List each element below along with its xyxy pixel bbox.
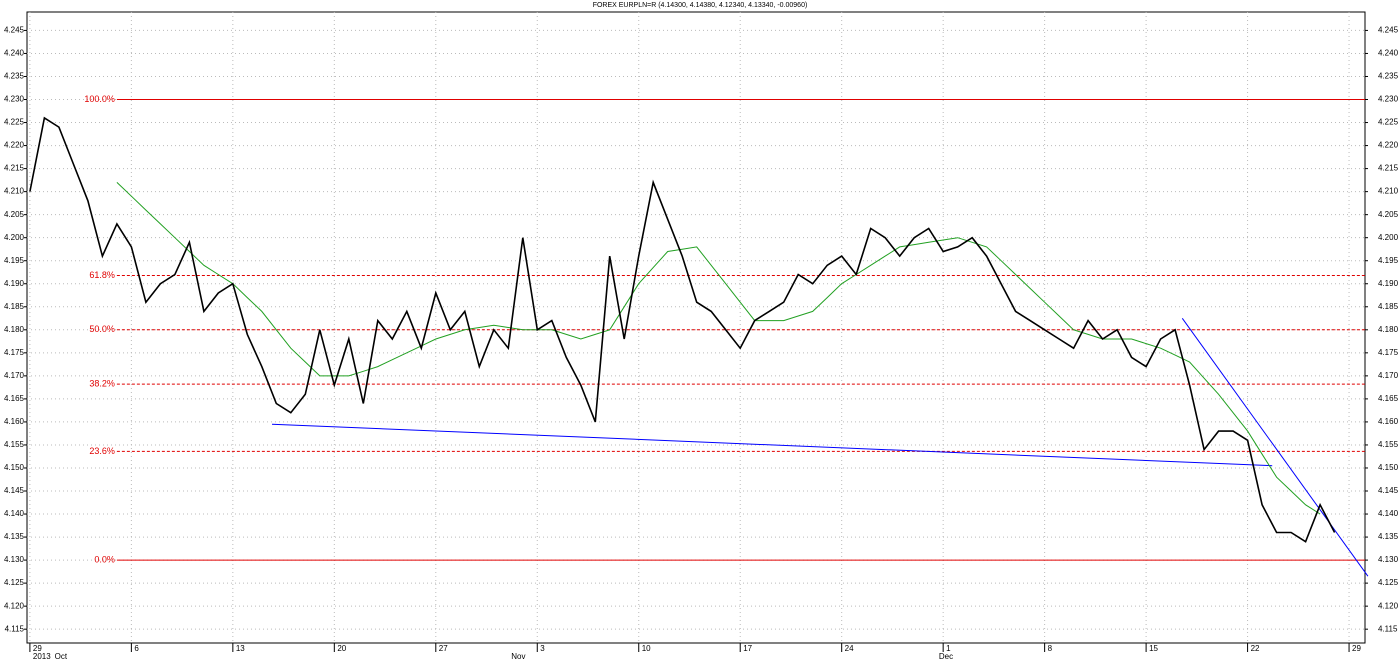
x-tick-label: 15 [1149, 644, 1158, 653]
month-label: Dec [939, 652, 953, 660]
y-tick-label: 4.185 [4, 302, 25, 311]
x-tick-label: 27 [439, 644, 448, 653]
y2-tick-label: 4.235 [1378, 72, 1399, 81]
x-tick-label: 3 [540, 644, 545, 653]
x-tick-label: 17 [743, 644, 752, 653]
x-tick-label: 10 [642, 644, 651, 653]
y-tick-label: 4.195 [4, 256, 25, 265]
fib-label: 61.8% [89, 270, 115, 280]
y2-tick-label: 4.115 [1378, 624, 1398, 633]
y-tick-label: 4.130 [4, 555, 25, 564]
plot-frame [26, 11, 1366, 644]
y-tick-label: 4.215 [4, 164, 25, 173]
y2-tick-label: 4.190 [1378, 279, 1399, 288]
y2-tick-label: 4.195 [1378, 256, 1399, 265]
y-tick-label: 4.160 [4, 417, 25, 426]
trendline [271, 423, 1273, 467]
y2-tick-label: 4.145 [1378, 486, 1399, 495]
y2-tick-label: 4.160 [1378, 417, 1399, 426]
y2-tick-label: 4.155 [1378, 440, 1399, 449]
x-tick-label: 6 [134, 644, 139, 653]
series-line [116, 182, 1321, 515]
month-label: Oct [55, 652, 68, 660]
fib-label: 38.2% [89, 379, 115, 389]
x-tick-label: 24 [845, 644, 854, 653]
month-label: Nov [511, 652, 525, 660]
fib-label: 23.6% [89, 446, 115, 456]
y2-tick-label: 4.140 [1378, 509, 1399, 518]
y-tick-label: 4.240 [4, 49, 25, 58]
y-tick-label: 4.165 [4, 394, 25, 403]
x-tick-label: 22 [1251, 644, 1260, 653]
x-tick-label: 8 [1048, 644, 1053, 653]
y2-tick-label: 4.165 [1378, 394, 1399, 403]
y2-tick-label: 4.210 [1378, 187, 1399, 196]
y2-tick-label: 4.130 [1378, 555, 1399, 564]
y2-tick-label: 4.170 [1378, 371, 1399, 380]
fib-label: 0.0% [94, 554, 115, 564]
y2-tick-label: 4.135 [1378, 532, 1399, 541]
y-tick-label: 4.245 [4, 26, 25, 35]
y2-tick-label: 4.150 [1378, 463, 1399, 472]
chart-title: FOREX EURPLN=R (4.14300, 4.14380, 4.1234… [593, 2, 808, 9]
y2-tick-label: 4.120 [1378, 601, 1399, 610]
y-tick-label: 4.210 [4, 187, 25, 196]
y-tick-label: 4.205 [4, 210, 25, 219]
x-tick-label: 29 [1352, 644, 1361, 653]
y-tick-label: 4.180 [4, 325, 25, 334]
month-label: 2013 [33, 652, 51, 660]
y2-tick-label: 4.180 [1378, 325, 1399, 334]
x-tick-label: 13 [236, 644, 245, 653]
y2-tick-label: 4.200 [1378, 233, 1399, 242]
x-tick-label: 20 [337, 644, 346, 653]
x-tick-label: 29 [33, 644, 42, 653]
y-tick-label: 4.190 [4, 279, 25, 288]
y-tick-label: 4.170 [4, 371, 25, 380]
y2-tick-label: 4.185 [1378, 302, 1399, 311]
y-tick-label: 4.230 [4, 95, 25, 104]
y-tick-label: 4.145 [4, 486, 25, 495]
y2-tick-label: 4.205 [1378, 210, 1399, 219]
y2-tick-label: 4.125 [1378, 578, 1399, 587]
y2-tick-label: 4.220 [1378, 141, 1399, 150]
y-tick-label: 4.120 [4, 601, 25, 610]
y-tick-label: 4.175 [4, 348, 25, 357]
trendline [1181, 318, 1369, 577]
fib-label: 50.0% [89, 324, 115, 334]
y-tick-label: 4.140 [4, 509, 25, 518]
y-tick-label: 4.220 [4, 141, 25, 150]
y-tick-label: 4.235 [4, 72, 25, 81]
y2-tick-label: 4.225 [1378, 118, 1399, 127]
y-tick-label: 4.200 [4, 233, 25, 242]
fib-label: 100.0% [84, 94, 115, 104]
y-tick-label: 4.150 [4, 463, 25, 472]
series-line [29, 116, 1336, 543]
y2-tick-label: 4.215 [1378, 164, 1399, 173]
y2-tick-label: 4.240 [1378, 49, 1399, 58]
y2-tick-label: 4.230 [1378, 95, 1399, 104]
y-tick-label: 4.125 [4, 578, 25, 587]
y2-tick-label: 4.175 [1378, 348, 1399, 357]
x-tick-label: 1 [946, 644, 951, 653]
y-tick-label: 4.135 [4, 532, 25, 541]
y-tick-label: 4.115 [5, 624, 25, 633]
y-tick-label: 4.155 [4, 440, 25, 449]
y2-tick-label: 4.245 [1378, 26, 1399, 35]
y-tick-label: 4.225 [4, 118, 25, 127]
